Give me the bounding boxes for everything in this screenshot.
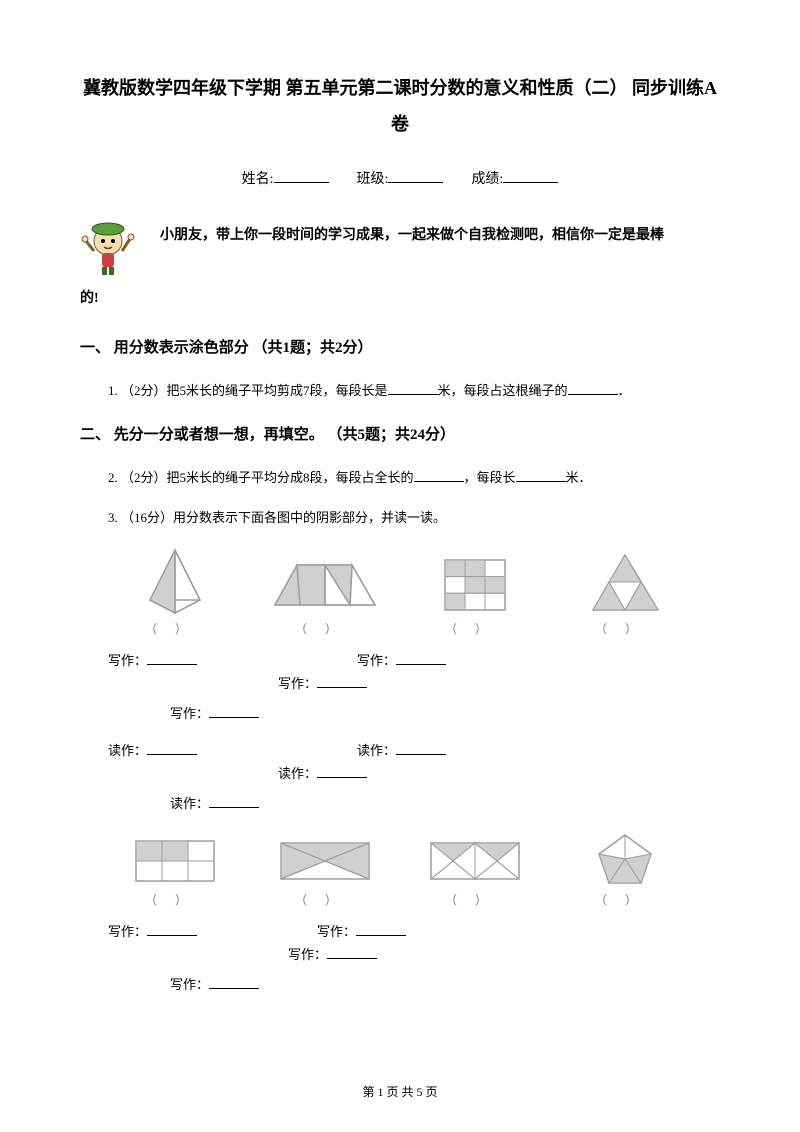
paren: （） bbox=[265, 890, 385, 912]
write-blank[interactable] bbox=[317, 674, 367, 688]
read-row-1b: 读作： bbox=[170, 792, 720, 815]
write-blank[interactable] bbox=[209, 704, 259, 718]
write-blank[interactable] bbox=[209, 975, 259, 989]
score-label: 成绩: bbox=[471, 172, 503, 187]
read-blank[interactable] bbox=[317, 764, 367, 778]
mascot-icon bbox=[80, 217, 140, 277]
write-label: 写作： bbox=[108, 653, 147, 668]
write-blank[interactable] bbox=[147, 651, 197, 665]
read-blank[interactable] bbox=[147, 741, 197, 755]
write-blank[interactable] bbox=[356, 922, 406, 936]
section2-heading: 二、 先分一分或者想一想，再填空。 （共5题；共24分） bbox=[80, 422, 720, 449]
name-blank[interactable] bbox=[274, 167, 329, 183]
q1-blank2[interactable] bbox=[568, 381, 618, 395]
shapes-row-2: （） （） （） bbox=[100, 831, 700, 912]
write-label: 写作： bbox=[170, 706, 209, 721]
q1-blank1[interactable] bbox=[388, 381, 438, 395]
shape-5: （） bbox=[115, 838, 235, 912]
paren: （） bbox=[265, 619, 385, 641]
q2-blank2[interactable] bbox=[516, 468, 566, 482]
q1-text-c: ． bbox=[618, 383, 631, 398]
shape-4: （） bbox=[565, 550, 685, 641]
encourage-line1: 小朋友，带上你一段时间的学习成果，一起来做个自我检测吧，相信你一定是最棒 bbox=[160, 222, 664, 250]
shape-7: （） bbox=[415, 838, 535, 912]
q2-text-c: 米． bbox=[566, 470, 592, 485]
shape-6: （） bbox=[265, 838, 385, 912]
write-blank[interactable] bbox=[327, 945, 377, 959]
write-blank[interactable] bbox=[396, 651, 446, 665]
write-row-1: 写作： 写作： 写作： bbox=[108, 649, 720, 696]
paren: （） bbox=[565, 619, 685, 641]
paren: （） bbox=[565, 890, 685, 912]
paren: （） bbox=[115, 890, 235, 912]
q2-text-b: ，每段长 bbox=[464, 470, 516, 485]
q1-text-a: 1. （2分）把5米长的绳子平均剪成7段，每段长是 bbox=[108, 383, 388, 398]
paren: （） bbox=[415, 619, 535, 641]
class-blank[interactable] bbox=[388, 167, 443, 183]
info-line: 姓名: 班级: 成绩: bbox=[80, 167, 720, 192]
question-1: 1. （2分）把5米长的绳子平均剪成7段，每段长是 米，每段占这根绳子的 ． bbox=[108, 378, 720, 404]
question-3: 3. （16分）用分数表示下面各图中的阴影部分，并读一读。 bbox=[108, 505, 720, 531]
question-2: 2. （2分）把5米长的绳子平均分成8段，每段占全长的 ，每段长 米． bbox=[108, 465, 720, 491]
read-blank[interactable] bbox=[396, 741, 446, 755]
shape-2: （） bbox=[265, 555, 385, 641]
shapes-row-1: （） （） （） bbox=[100, 545, 700, 641]
q1-text-b: 米，每段占这根绳子的 bbox=[438, 383, 568, 398]
mascot-row: 小朋友，带上你一段时间的学习成果，一起来做个自我检测吧，相信你一定是最棒 bbox=[80, 217, 720, 277]
write-label: 写作： bbox=[288, 947, 327, 962]
read-label: 读作： bbox=[357, 743, 396, 758]
read-blank[interactable] bbox=[209, 794, 259, 808]
read-label: 读作： bbox=[170, 796, 209, 811]
name-label: 姓名: bbox=[242, 172, 274, 187]
write-blank[interactable] bbox=[147, 922, 197, 936]
q2-blank1[interactable] bbox=[414, 468, 464, 482]
score-blank[interactable] bbox=[503, 167, 558, 183]
q2-text-a: 2. （2分）把5米长的绳子平均分成8段，每段占全长的 bbox=[108, 470, 414, 485]
write-label: 写作： bbox=[317, 924, 356, 939]
write-label: 写作： bbox=[357, 653, 396, 668]
shape-3: （） bbox=[415, 555, 535, 641]
page-footer: 第 1 页 共 5 页 bbox=[0, 1082, 800, 1104]
paren: （） bbox=[115, 619, 235, 641]
write-label: 写作： bbox=[170, 977, 209, 992]
write-row-2b: 写作： bbox=[170, 973, 720, 996]
paren: （） bbox=[415, 890, 535, 912]
write-label: 写作： bbox=[278, 676, 317, 691]
write-label: 写作： bbox=[108, 924, 147, 939]
section1-heading: 一、 用分数表示涂色部分 （共1题；共2分） bbox=[80, 335, 720, 362]
read-label: 读作： bbox=[278, 766, 317, 781]
read-row-1: 读作： 读作： 读作： bbox=[108, 739, 720, 786]
shape-1: （） bbox=[115, 545, 235, 641]
read-label: 读作： bbox=[108, 743, 147, 758]
class-label: 班级: bbox=[357, 172, 389, 187]
page-title: 冀教版数学四年级下学期 第五单元第二课时分数的意义和性质（二） 同步训练A卷 bbox=[80, 70, 720, 142]
write-row-2: 写作： 写作： 写作： bbox=[108, 920, 720, 967]
write-row-1b: 写作： bbox=[170, 702, 720, 725]
shape-8: （） bbox=[565, 831, 685, 912]
encourage-line2: 的! bbox=[80, 285, 720, 313]
